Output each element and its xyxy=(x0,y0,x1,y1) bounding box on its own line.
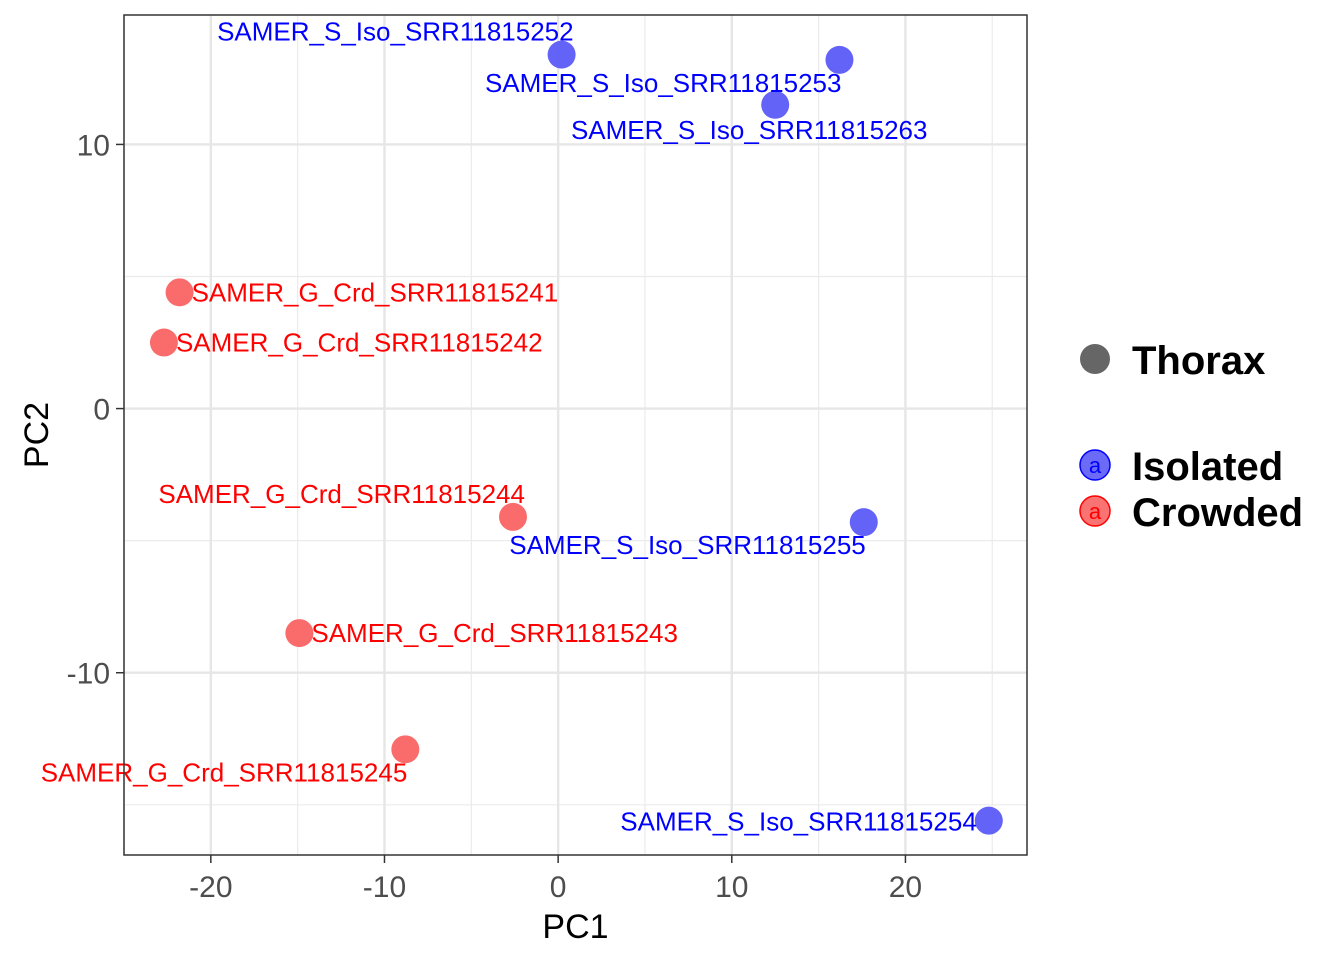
y-tick-label: 10 xyxy=(77,129,110,162)
y-tick-label: -10 xyxy=(67,658,110,691)
x-axis-title: PC1 xyxy=(542,908,608,946)
legend-key-letter: a xyxy=(1089,499,1102,524)
point-label: SAMER_S_Iso_SRR11815254 xyxy=(620,807,977,837)
x-tick-label: -10 xyxy=(363,871,406,904)
legend-groups: a Isolated a Crowded xyxy=(1079,445,1303,535)
data-point xyxy=(761,90,790,119)
data-point xyxy=(498,502,527,531)
point-label: SAMER_S_Iso_SRR11815252 xyxy=(217,17,574,47)
point-label: SAMER_S_Iso_SRR11815253 xyxy=(485,68,842,98)
legend-shape-key xyxy=(1080,344,1110,374)
data-point xyxy=(825,45,854,74)
x-tick-label: -20 xyxy=(189,871,232,904)
point-label: SAMER_G_Crd_SRR11815244 xyxy=(158,479,525,509)
point-label: SAMER_S_Iso_SRR11815263 xyxy=(571,115,928,145)
data-point xyxy=(974,806,1003,835)
x-tick-label: 10 xyxy=(715,871,748,904)
legend-key-isolated xyxy=(1079,449,1111,481)
point-label: SAMER_G_Crd_SRR11815241 xyxy=(192,277,559,307)
point-label: SAMER_G_Crd_SRR11815245 xyxy=(41,757,408,787)
legend-shape-title: Thorax xyxy=(1132,339,1265,383)
legend-key-crowded xyxy=(1079,495,1111,527)
point-label: SAMER_G_Crd_SRR11815242 xyxy=(176,328,543,358)
data-point xyxy=(149,328,178,357)
legend: Thorax a Isolated a Crowded xyxy=(1079,339,1303,535)
data-points xyxy=(149,40,1003,835)
data-point xyxy=(547,40,576,69)
data-point xyxy=(391,735,420,764)
data-point xyxy=(165,278,194,307)
x-axis-ticks: -20 -10 0 10 20 xyxy=(189,855,922,904)
point-labels: SAMER_S_Iso_SRR11815252 SAMER_S_Iso_SRR11… xyxy=(41,17,977,837)
data-point xyxy=(849,508,878,537)
point-label: SAMER_S_Iso_SRR11815255 xyxy=(509,530,866,560)
x-tick-label: 0 xyxy=(550,871,567,904)
x-tick-label: 20 xyxy=(889,871,922,904)
panel-border xyxy=(123,14,1028,856)
legend-label-crowded: Crowded xyxy=(1132,491,1303,535)
major-gridlines xyxy=(124,15,1027,855)
legend-key-letter: a xyxy=(1089,453,1102,478)
legend-label-isolated: Isolated xyxy=(1132,445,1283,489)
y-axis-title: PC2 xyxy=(18,402,56,468)
y-axis-ticks: -10 0 10 xyxy=(67,129,124,691)
y-tick-label: 0 xyxy=(93,394,110,427)
point-label: SAMER_G_Crd_SRR11815243 xyxy=(311,618,678,648)
data-point xyxy=(285,619,314,648)
